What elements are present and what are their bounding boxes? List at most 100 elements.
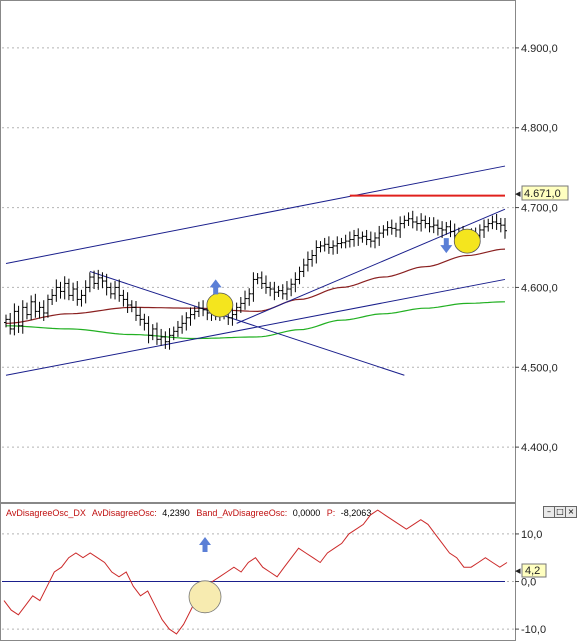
price-bar <box>251 272 256 302</box>
price-bar <box>444 221 449 235</box>
price-bar <box>373 232 378 249</box>
price-bar <box>448 220 453 238</box>
price-bar <box>29 295 34 321</box>
price-bar <box>121 289 126 307</box>
osc-series-line <box>3 509 508 635</box>
price-bar <box>339 237 344 249</box>
price-bar <box>83 280 88 304</box>
price-bar <box>196 301 201 317</box>
price-bar <box>163 331 168 349</box>
price-bar <box>45 294 50 318</box>
price-bar <box>92 270 97 290</box>
osc-band-value: 0,0000 <box>293 508 321 518</box>
osc-up-arrow-icon <box>199 537 212 552</box>
trendline <box>236 208 506 324</box>
price-bar <box>385 221 390 236</box>
price-bar <box>62 276 67 300</box>
trendline <box>89 270 405 376</box>
price-bar <box>389 219 394 235</box>
price-chart-panel[interactable]: 4.400,0 4.500,0 4.600,0 4.700,0 4.800,0 4.900… <box>0 0 577 503</box>
price-bar <box>398 216 403 238</box>
price-bar <box>41 300 46 321</box>
buy-arrow-icon <box>209 279 222 295</box>
price-bar <box>490 215 495 230</box>
price-bar <box>356 228 361 246</box>
price-bar <box>259 271 264 290</box>
price-bar <box>368 231 373 248</box>
price-bar <box>263 275 268 294</box>
price-bar <box>117 279 122 302</box>
price-bar <box>284 281 289 301</box>
price-bar <box>364 229 369 246</box>
price-bar <box>293 272 298 293</box>
price-bar <box>24 302 29 320</box>
trendline <box>5 278 506 376</box>
price-bar <box>431 217 436 234</box>
price-tick-label: 4.500,0 <box>521 362 558 374</box>
price-bar <box>8 312 13 335</box>
price-bar <box>423 215 428 229</box>
svg-text:AvDisagreeOsc_DX AvDisag: AvDisagreeOsc_DX AvDisagreeOsc: 4,2390 B… <box>6 508 371 518</box>
osc-tick-label: 10,0 <box>521 529 542 541</box>
price-bar <box>50 289 55 305</box>
price-bar <box>113 281 118 300</box>
price-bar <box>276 285 281 298</box>
price-bar <box>230 307 235 326</box>
price-bar <box>427 217 432 233</box>
price-bar <box>37 301 42 319</box>
price-bar <box>406 212 411 226</box>
price-bar <box>125 292 130 313</box>
price-bar <box>314 240 319 264</box>
osc-highlight-circle <box>188 580 222 614</box>
price-bar <box>33 293 38 318</box>
price-bar <box>129 300 134 313</box>
price-bar <box>322 237 327 252</box>
price-bar <box>326 236 331 254</box>
price-bar <box>192 306 197 320</box>
price-bar <box>66 278 71 301</box>
price-bar <box>305 251 310 272</box>
osc-tick-label: 0,0 <box>521 577 536 589</box>
price-bar <box>310 249 315 267</box>
price-bar <box>100 272 105 289</box>
price-tick-label: 4.700,0 <box>521 203 558 215</box>
moving-averages <box>5 248 506 340</box>
sell-arrow-icon <box>440 238 453 254</box>
trendline <box>5 165 506 264</box>
price-bar <box>167 328 172 350</box>
annotations <box>206 228 481 318</box>
osc-series-label: AvDisagreeOsc: <box>92 508 157 518</box>
price-bar <box>393 222 398 238</box>
price-bar <box>243 290 248 310</box>
price-bar <box>238 297 243 313</box>
price-bar <box>402 215 407 229</box>
price-tick-label: 4.600,0 <box>521 282 558 294</box>
price-bar <box>154 322 159 345</box>
price-bar <box>201 300 206 317</box>
price-bar <box>255 273 260 285</box>
price-bar <box>498 217 503 233</box>
osc-band-label: Band_AvDisagreeOsc: <box>196 508 287 518</box>
price-tick-label: 4.400,0 <box>521 442 558 454</box>
price-y-axis: 4.400,0 4.500,0 4.600,0 4.700,0 4.800,0 4.900… <box>515 43 558 454</box>
trendlines <box>5 165 506 376</box>
price-bar <box>175 320 180 337</box>
oscillator-panel[interactable]: AvDisagreeOsc_DX AvDisagreeOsc: 4,2390 B… <box>0 503 577 641</box>
price-bar <box>486 218 491 232</box>
restore-button[interactable]: □ <box>554 506 566 518</box>
osc-cursor-marker: ◂ <box>515 565 521 577</box>
price-bar <box>301 258 306 278</box>
price-bar <box>87 272 92 293</box>
highlight-ellipse <box>206 292 234 318</box>
price-bar <box>272 281 277 301</box>
last-price-label: 4.671,0 <box>524 188 561 200</box>
price-bar <box>347 231 352 248</box>
price-bar <box>381 225 386 238</box>
ma-fast-line <box>5 248 506 324</box>
price-bar <box>54 279 59 302</box>
osc-tick-label: -10,0 <box>521 624 546 636</box>
close-button[interactable]: × <box>565 506 577 518</box>
price-tick-label: 4.900,0 <box>521 43 558 55</box>
price-bar <box>343 234 348 249</box>
